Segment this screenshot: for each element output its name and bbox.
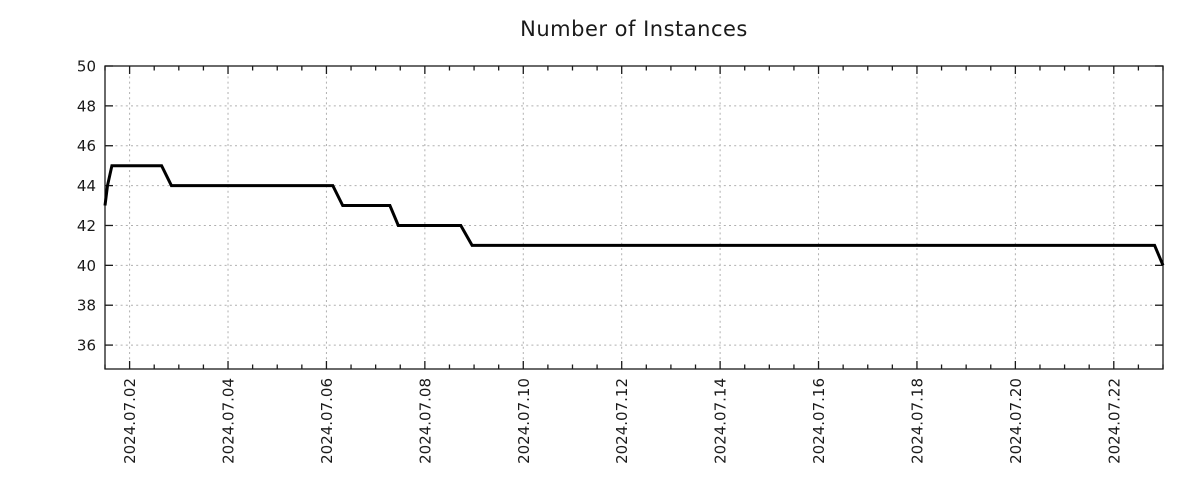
x-tick-label: 2024.07.08 [416, 378, 434, 464]
y-tick-label: 44 [77, 177, 96, 195]
x-tick-label: 2024.07.20 [1007, 378, 1025, 464]
x-tick-label: 2024.07.16 [810, 378, 828, 464]
y-tick-label: 36 [77, 337, 96, 355]
x-tick-label: 2024.07.14 [712, 378, 730, 464]
y-tick-label: 46 [77, 137, 96, 155]
x-tick-label: 2024.07.12 [613, 378, 631, 464]
x-tick-label: 2024.07.10 [515, 378, 533, 464]
y-tick-label: 42 [77, 217, 96, 235]
x-tick-label: 2024.07.04 [220, 378, 238, 464]
x-tick-label: 2024.07.02 [121, 378, 139, 464]
x-tick-label: 2024.07.22 [1105, 378, 1123, 464]
series-line-instances [103, 164, 1165, 266]
y-tick-label: 40 [77, 257, 96, 275]
y-tick-label: 38 [77, 297, 96, 315]
chart-title: Number of Instances [520, 17, 748, 41]
x-tick-label: 2024.07.06 [318, 378, 336, 464]
plot-border [104, 65, 1164, 370]
x-tick-label: 2024.07.18 [908, 378, 926, 464]
y-tick-label: 48 [77, 97, 96, 115]
y-tick-label: 50 [77, 58, 96, 76]
